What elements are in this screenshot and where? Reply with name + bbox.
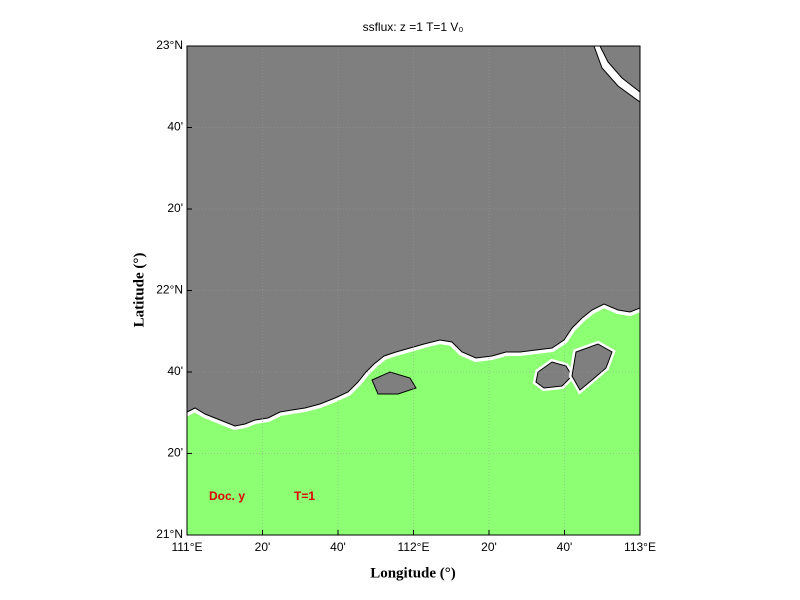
y-tick-label: 40' bbox=[167, 120, 183, 134]
x-tick-label: 20' bbox=[481, 540, 497, 554]
x-tick-label: 40' bbox=[330, 540, 346, 554]
annotation: Doc. y bbox=[209, 489, 245, 503]
x-tick-label: 113°E bbox=[624, 540, 656, 554]
x-tick-label: 111°E bbox=[171, 540, 202, 554]
plot-area bbox=[183, 42, 644, 536]
y-tick-label: 20' bbox=[167, 201, 183, 215]
y-tick-label: 22°N bbox=[156, 283, 183, 297]
y-tick-label: 20' bbox=[167, 446, 183, 460]
plot-frame bbox=[186, 45, 641, 536]
island bbox=[371, 371, 417, 395]
island bbox=[571, 343, 613, 391]
x-axis-label: Longitude (°) bbox=[370, 565, 456, 581]
x-tick-label: 40' bbox=[557, 540, 573, 554]
y-tick-label: 21°N bbox=[156, 527, 183, 541]
island bbox=[535, 361, 573, 389]
x-tick-label: 20' bbox=[255, 540, 271, 554]
annotation: T=1 bbox=[294, 489, 315, 503]
x-tick-label: 112°E bbox=[398, 540, 430, 554]
title: ssflux: z =1 T=1 V₀ bbox=[363, 20, 464, 34]
y-tick-label: 23°N bbox=[156, 38, 183, 52]
y-tick-label: 40' bbox=[167, 364, 183, 378]
y-axis-label: Latitude (°) bbox=[131, 253, 147, 328]
